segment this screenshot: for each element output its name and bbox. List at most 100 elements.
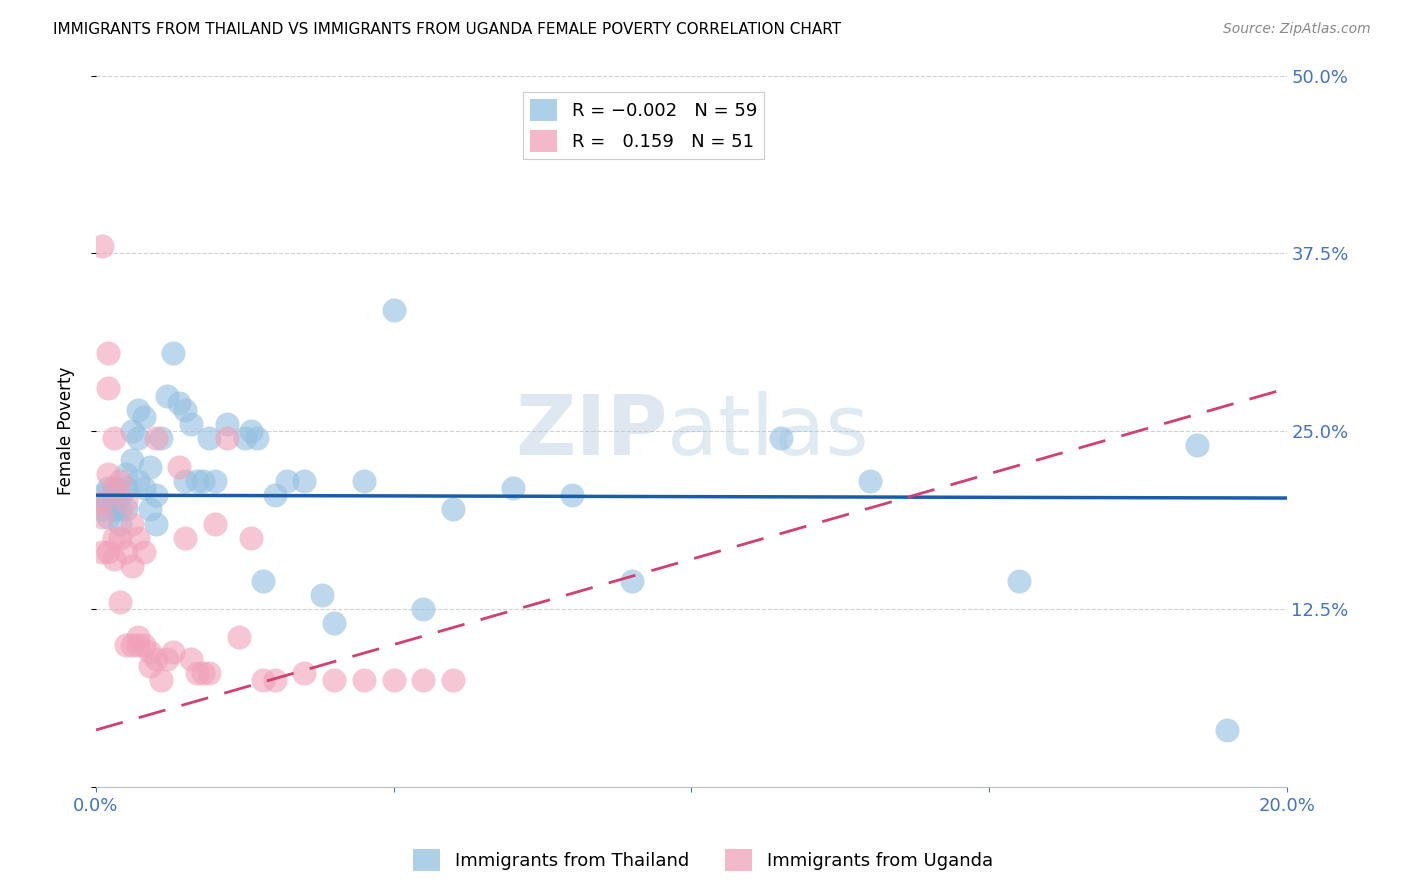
Point <box>162 346 184 360</box>
Point <box>108 531 131 545</box>
Point <box>91 545 114 559</box>
Point <box>127 638 149 652</box>
Point <box>103 502 125 516</box>
Point <box>103 495 125 509</box>
Point <box>91 488 114 502</box>
Point <box>174 402 197 417</box>
Point <box>121 424 143 438</box>
Point <box>382 303 405 318</box>
Point <box>292 666 315 681</box>
Point <box>323 673 346 687</box>
Point <box>311 588 333 602</box>
Point <box>215 417 238 431</box>
Point <box>108 488 131 502</box>
Point <box>150 431 173 445</box>
Point <box>441 673 464 687</box>
Point <box>108 595 131 609</box>
Legend: R = −0.002   N = 59, R =   0.159   N = 51: R = −0.002 N = 59, R = 0.159 N = 51 <box>523 92 765 159</box>
Point <box>103 552 125 566</box>
Text: atlas: atlas <box>668 391 869 472</box>
Point <box>114 495 136 509</box>
Point <box>108 516 131 531</box>
Text: IMMIGRANTS FROM THAILAND VS IMMIGRANTS FROM UGANDA FEMALE POVERTY CORRELATION CH: IMMIGRANTS FROM THAILAND VS IMMIGRANTS F… <box>53 22 842 37</box>
Point <box>127 531 149 545</box>
Point <box>114 481 136 495</box>
Point <box>121 452 143 467</box>
Point <box>121 638 143 652</box>
Point <box>252 574 274 588</box>
Point <box>174 531 197 545</box>
Point <box>191 666 214 681</box>
Point <box>323 616 346 631</box>
Point <box>138 659 160 673</box>
Point <box>150 673 173 687</box>
Point <box>239 424 262 438</box>
Point <box>103 481 125 495</box>
Point <box>103 431 125 445</box>
Point <box>121 559 143 574</box>
Point <box>441 502 464 516</box>
Point <box>169 395 191 409</box>
Point <box>91 495 114 509</box>
Point <box>561 488 583 502</box>
Point <box>91 502 114 516</box>
Point <box>174 474 197 488</box>
Point <box>681 104 703 119</box>
Point <box>252 673 274 687</box>
Point <box>145 488 167 502</box>
Point <box>114 502 136 516</box>
Point <box>412 602 434 616</box>
Point <box>204 474 226 488</box>
Point <box>97 467 120 481</box>
Point <box>97 382 120 396</box>
Point <box>180 652 202 666</box>
Point <box>233 431 256 445</box>
Point <box>198 666 221 681</box>
Point <box>103 481 125 495</box>
Point <box>620 574 643 588</box>
Point <box>114 638 136 652</box>
Point <box>382 673 405 687</box>
Point <box>1187 438 1209 452</box>
Y-axis label: Female Poverty: Female Poverty <box>58 367 75 495</box>
Point <box>353 474 375 488</box>
Point <box>263 673 285 687</box>
Point <box>138 645 160 659</box>
Point <box>353 673 375 687</box>
Point <box>145 516 167 531</box>
Point <box>186 474 208 488</box>
Legend: Immigrants from Thailand, Immigrants from Uganda: Immigrants from Thailand, Immigrants fro… <box>406 842 1000 879</box>
Point <box>91 239 114 253</box>
Point <box>145 431 167 445</box>
Point <box>263 488 285 502</box>
Point <box>97 346 120 360</box>
Text: ZIP: ZIP <box>515 391 668 472</box>
Point <box>138 459 160 474</box>
Point <box>412 673 434 687</box>
Point <box>103 531 125 545</box>
Point <box>859 474 882 488</box>
Point <box>292 474 315 488</box>
Point <box>191 474 214 488</box>
Point <box>132 545 155 559</box>
Point <box>180 417 202 431</box>
Point <box>97 545 120 559</box>
Point <box>138 502 160 516</box>
Point <box>114 467 136 481</box>
Point <box>97 481 120 495</box>
Point <box>204 516 226 531</box>
Point <box>276 474 298 488</box>
Point <box>228 631 250 645</box>
Point <box>1008 574 1031 588</box>
Point <box>127 474 149 488</box>
Point <box>91 509 114 524</box>
Point <box>156 652 179 666</box>
Point <box>97 495 120 509</box>
Point <box>97 509 120 524</box>
Point <box>1216 723 1239 737</box>
Point <box>132 481 155 495</box>
Point <box>186 666 208 681</box>
Point <box>132 409 155 424</box>
Point <box>108 502 131 516</box>
Point <box>246 431 269 445</box>
